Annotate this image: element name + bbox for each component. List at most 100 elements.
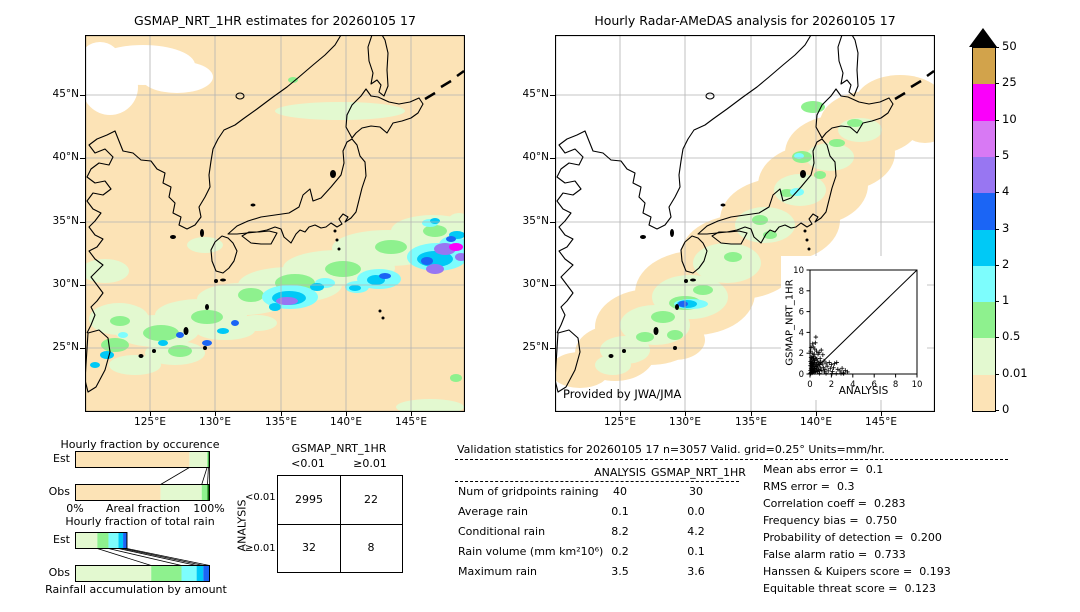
scatter-point	[830, 369, 835, 374]
bar-segment	[123, 532, 127, 549]
bar-segment	[181, 565, 197, 582]
scatter-point	[837, 368, 843, 374]
island	[424, 91, 436, 101]
colorbar-tick	[995, 410, 999, 411]
map-x-tick-label: 145°E	[395, 416, 427, 428]
scatter-point	[817, 362, 822, 367]
colorbar-tick-label: 5	[1002, 147, 1010, 162]
colorbar-tick-label: 4	[1002, 184, 1010, 199]
map-frame	[85, 35, 465, 412]
contingency-misses: 32	[302, 541, 316, 554]
coastline	[345, 88, 424, 139]
rain-cell	[449, 243, 463, 251]
rain-cell	[735, 207, 795, 243]
connector-line	[160, 467, 190, 485]
colorbar-tick-label: 0.5	[1002, 329, 1021, 344]
rain-cell	[421, 257, 433, 265]
scatter-point	[832, 361, 837, 366]
contingency-col-group-header: GSMAP_NRT_1HR	[291, 442, 387, 455]
skill-score-line: Probability of detection = 0.200	[763, 531, 942, 544]
scatter-point	[845, 369, 850, 375]
colorbar-tick	[995, 228, 999, 230]
skill-score-line: Correlation coeff = 0.283	[763, 497, 906, 510]
right-map-title: Hourly Radar-AMeDAS analysis for 2026010…	[594, 13, 896, 28]
validation-analysis-value: 8.2	[611, 525, 629, 538]
validation-analysis-value: 3.5	[611, 565, 629, 578]
rain-cell	[693, 285, 713, 295]
rain-cell	[430, 218, 440, 224]
island	[800, 170, 806, 178]
bar-segment	[75, 565, 152, 582]
island	[910, 79, 922, 89]
map-x-tick-label: 125°E	[604, 416, 636, 428]
map-frame	[555, 35, 935, 412]
rain-cell	[100, 351, 114, 359]
scatter-point	[834, 360, 839, 365]
contingency-row-group-header: ANALYSIS	[235, 499, 249, 552]
bar-segment	[201, 484, 208, 501]
colorbar-tick-label: 3	[1002, 220, 1010, 235]
scatter-point	[839, 366, 845, 371]
map-x-tick-label: 135°E	[735, 416, 767, 428]
island	[720, 203, 726, 207]
map-x-tick	[215, 412, 216, 416]
scatter-plot-canvas: 00 2 2 4 4 6 6 8 8 10 10	[793, 266, 922, 390]
colorbar-tick	[995, 192, 999, 194]
rain-rate-colorbar	[972, 47, 996, 412]
scatter-point	[831, 365, 836, 370]
rain-cell	[375, 240, 407, 254]
scatter-x-tick-label: 8	[893, 380, 898, 390]
scatter-point	[829, 362, 834, 367]
divider-dashed-top	[455, 459, 1008, 460]
contingency-hits-none: 2995	[295, 493, 323, 506]
connector-line	[122, 548, 204, 566]
rain-cell	[231, 320, 239, 326]
rain-cell	[595, 355, 631, 375]
scatter-inset: 0 0 2 2 4 4 6 6 8 8 10 10 GSMAP_NRT_1HR ANALYSIS	[781, 256, 927, 400]
rain-cell	[191, 310, 223, 324]
scatter-point	[828, 366, 833, 371]
bar-segment	[207, 451, 209, 468]
column-header-gsmap: GSMAP_NRT_1HR	[651, 466, 746, 479]
validation-statistics-panel: Validation statistics for 20260105 17 n=…	[455, 443, 1012, 608]
map-y-tick-label: 25°N	[52, 341, 79, 353]
contingency-col-label-ge: ≥0.01	[353, 457, 387, 470]
rain-cell	[678, 301, 688, 307]
scatter-point	[834, 371, 839, 376]
island	[805, 238, 809, 242]
bar-outline	[75, 484, 210, 501]
colorbar-tick-label: 0.01	[1002, 365, 1028, 380]
total-rain-chart-title: Hourly fraction of total rain	[65, 515, 215, 528]
coastlines	[85, 35, 465, 393]
bar-segment	[196, 565, 204, 582]
map-x-tick-label: 130°E	[199, 416, 231, 428]
validation-gsmap-value: 30	[689, 485, 703, 498]
scatter-point	[819, 368, 824, 373]
scatter-point	[824, 364, 830, 369]
skill-score-line: Frequency bias = 0.750	[763, 514, 898, 527]
coastline	[210, 235, 238, 274]
scatter-point	[840, 370, 846, 376]
colorbar-tick	[995, 337, 999, 339]
coastline	[556, 35, 812, 334]
colorbar-tick	[995, 301, 999, 303]
colorbar-segment	[973, 265, 995, 303]
rain-cell	[85, 259, 129, 283]
island	[138, 354, 144, 358]
scatter-y-tick-label: 0	[799, 370, 804, 380]
rain-cell	[446, 236, 456, 242]
gsmap-estimates-map	[85, 35, 465, 412]
contingency-grid-hline	[278, 524, 402, 525]
scatter-point	[817, 368, 822, 374]
bar-segment	[208, 451, 210, 468]
scatter-point	[809, 351, 815, 356]
bar-outline	[75, 565, 210, 582]
map-y-tick-label: 35°N	[52, 215, 79, 227]
scatter-y-tick-label: 4	[799, 328, 804, 338]
map-y-tick-label: 40°N	[522, 151, 549, 163]
colorbar-segment	[973, 156, 995, 194]
island	[203, 346, 207, 350]
contingency-grid: 2995 22 32 8	[277, 475, 403, 573]
island	[381, 316, 385, 320]
scatter-point	[829, 371, 835, 376]
